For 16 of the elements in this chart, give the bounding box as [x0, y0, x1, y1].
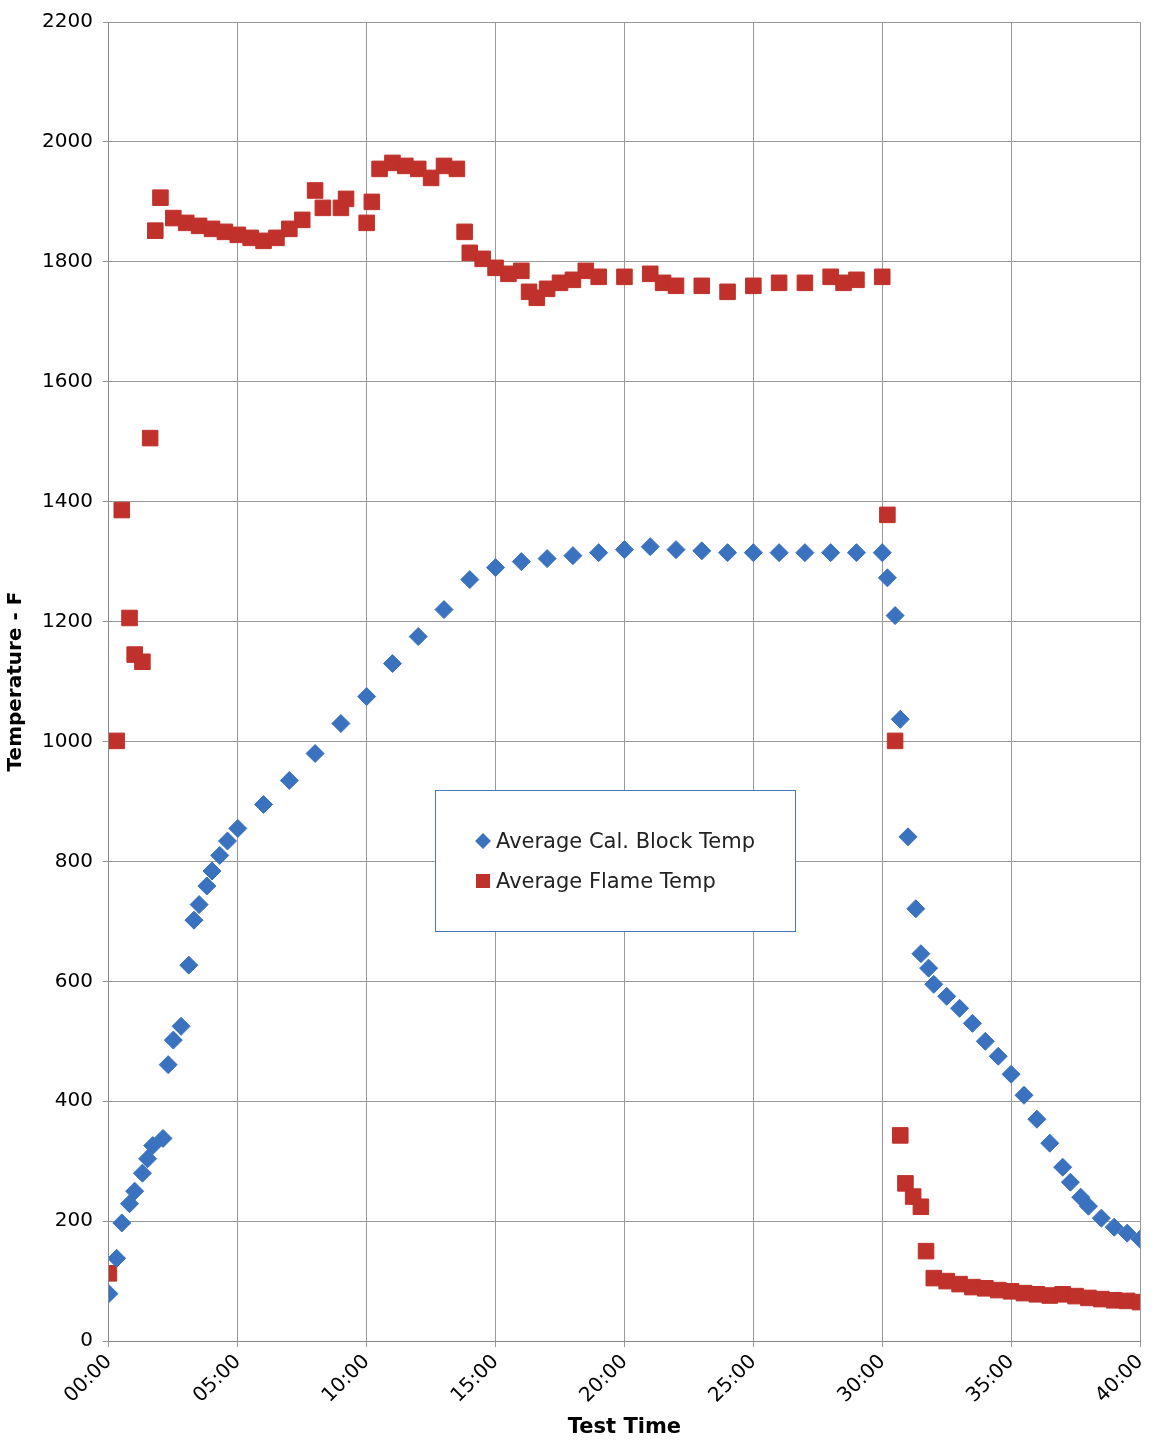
y-tick-label: 1200 [41, 607, 93, 632]
y-tick-label: 1600 [41, 367, 93, 392]
y-tick-label: 600 [54, 967, 93, 992]
y-tick-label: 1000 [41, 727, 93, 752]
y-tick-label: 2200 [41, 8, 93, 33]
y-tick-label: 1400 [41, 487, 93, 512]
y-tick-label: 400 [54, 1087, 93, 1112]
legend-label: Average Cal. Block Temp [496, 829, 756, 853]
y-tick-label: 2000 [41, 128, 93, 153]
y-tick-label: 800 [54, 847, 93, 872]
x-axis-title: Test Time [567, 1413, 682, 1438]
y-axis-title: Temperature - F [2, 591, 27, 772]
legend-label: Average Flame Temp [496, 869, 716, 893]
y-tick-label: 200 [54, 1207, 93, 1232]
y-tick-label: 1800 [41, 248, 93, 273]
y-tick-label: 0 [80, 1327, 93, 1352]
